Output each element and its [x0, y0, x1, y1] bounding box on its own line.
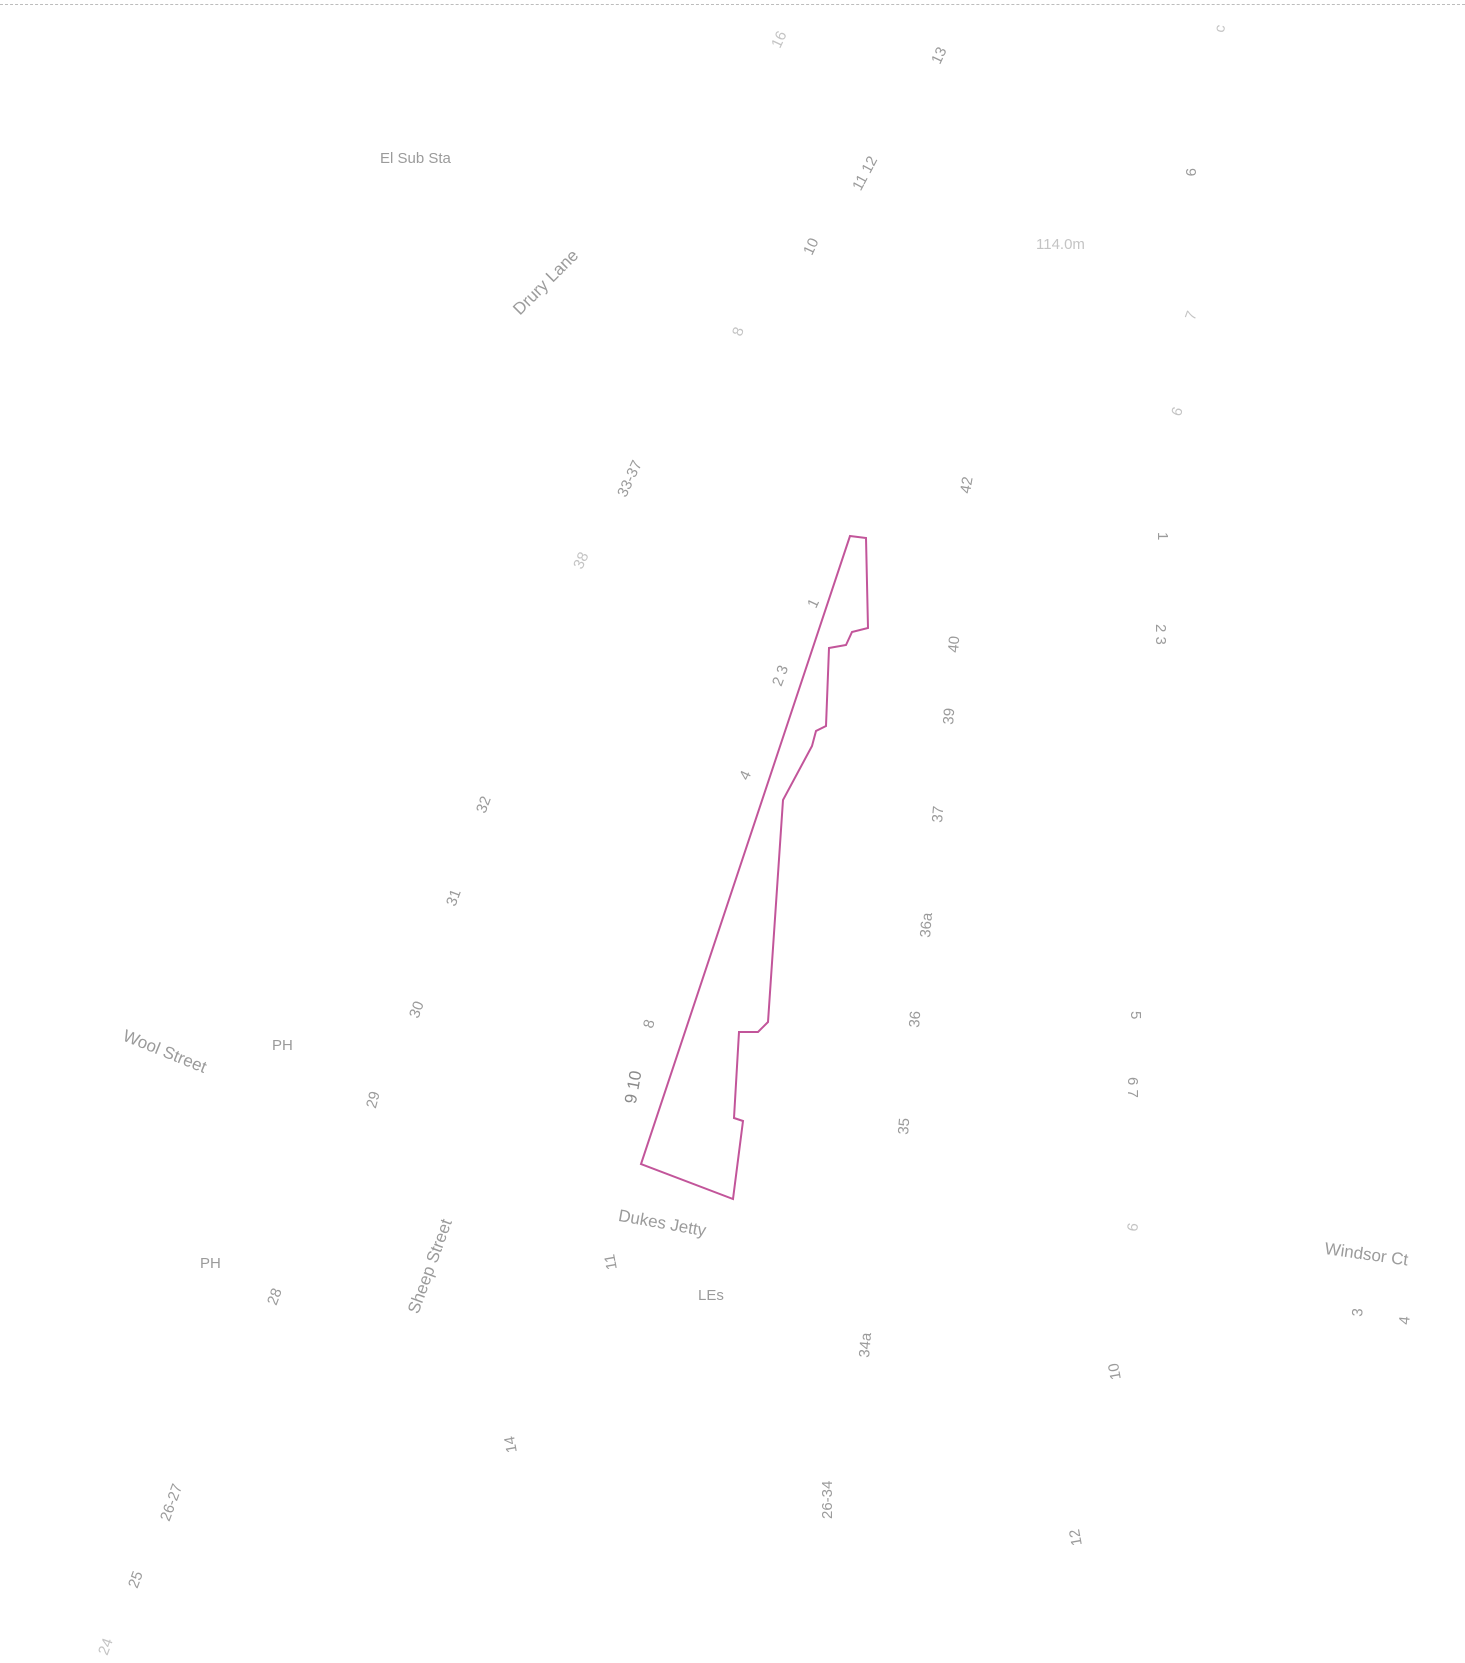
house-number: 2 3: [1152, 624, 1169, 645]
house-number: 26-34: [819, 1480, 836, 1519]
feature-substation: El Sub Sta: [380, 150, 451, 167]
house-number: 3: [1349, 1307, 1367, 1318]
house-number: 42: [957, 475, 977, 495]
house-number: 11: [601, 1252, 621, 1272]
house-number: 6 7: [1124, 1077, 1141, 1098]
feature-spot-height: 114.0m: [1036, 236, 1085, 253]
site-boundary[interactable]: [639, 534, 870, 1201]
house-number: 10: [1105, 1361, 1125, 1382]
house-number: 36: [906, 1010, 925, 1029]
top-border-line: [0, 4, 1465, 5]
house-number: 40: [945, 635, 964, 654]
house-number: 5: [1127, 1011, 1144, 1020]
feature-public-house-2: PH: [200, 1255, 221, 1272]
feature-public-house-1: PH: [272, 1037, 293, 1054]
house-number: 35: [895, 1117, 914, 1136]
house-number: 9: [1182, 168, 1199, 177]
house-number: 37: [929, 805, 948, 824]
house-number: 36a: [917, 911, 937, 939]
house-number: 29: [363, 1089, 384, 1111]
house-number: 34a: [856, 1331, 876, 1359]
house-number: 4: [1396, 1315, 1414, 1326]
house-number: 1: [1154, 532, 1171, 541]
feature-les: LEs: [698, 1287, 724, 1304]
house-number: 12: [1066, 1527, 1086, 1548]
house-number: 39: [940, 707, 959, 726]
house-number: 14: [501, 1434, 521, 1455]
